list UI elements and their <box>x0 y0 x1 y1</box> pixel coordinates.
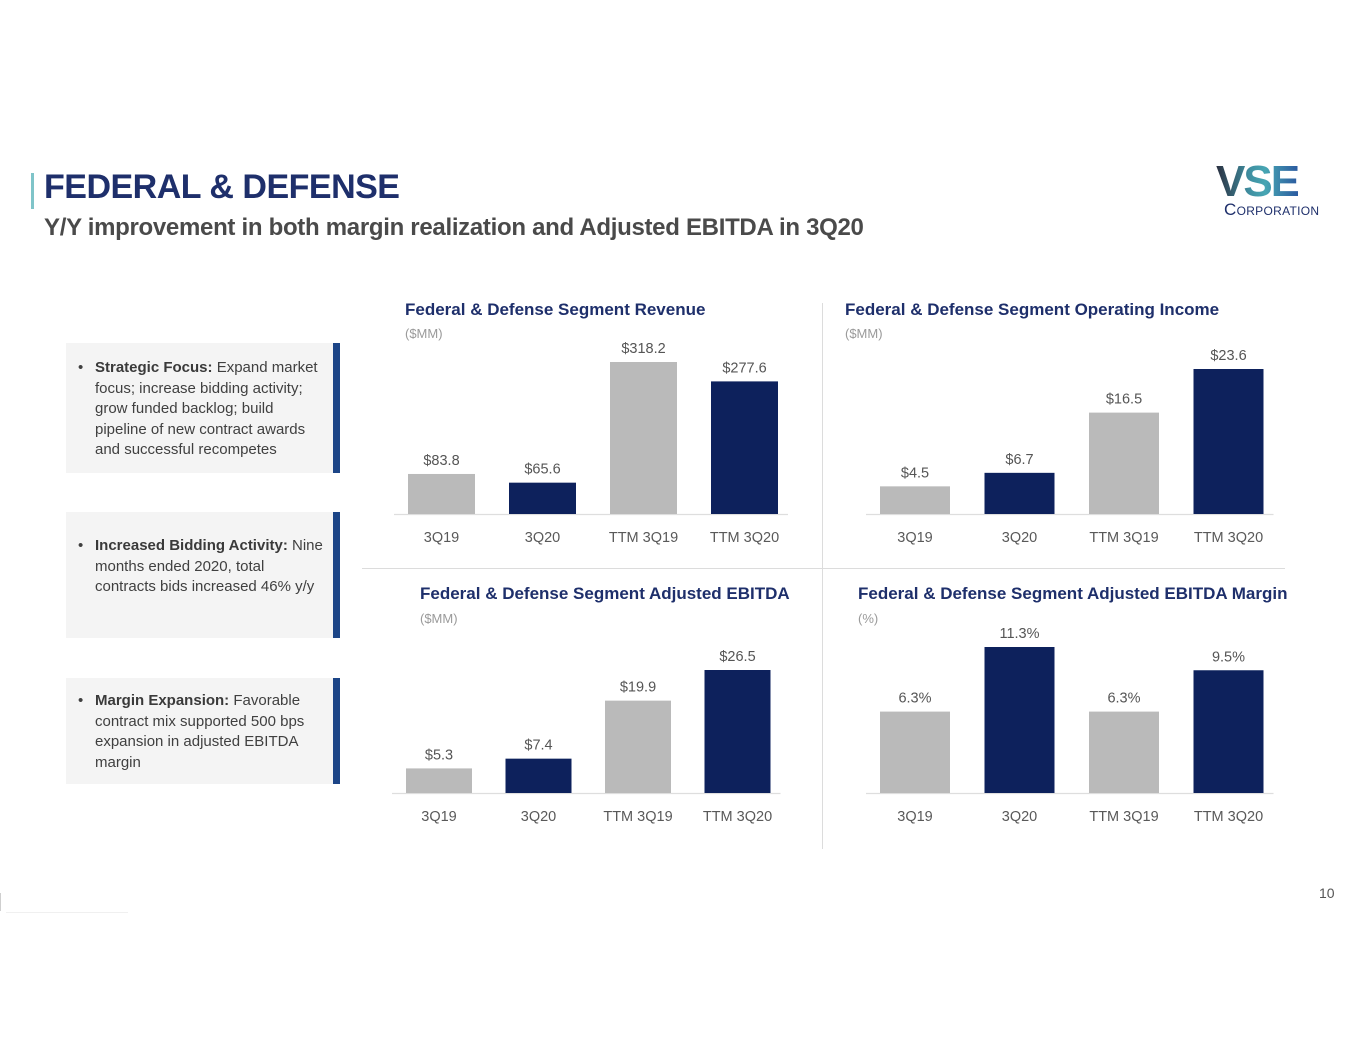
callout-edge <box>333 678 340 784</box>
tick-label-operating-income-2: TTM 3Q19 <box>1089 530 1158 546</box>
bar-adjusted-ebitda-0 <box>406 768 472 793</box>
bar-operating-income-1 <box>984 472 1055 514</box>
chart-title-adjusted-ebitda-margin: Federal & Defense Segment Adjusted EBITD… <box>858 584 1288 603</box>
callout-edge <box>333 512 340 638</box>
callout-bidding-activity: • Increased Bidding Activity: Nine month… <box>66 512 340 638</box>
callout-text: Favorable contract mix supported 500 bps… <box>95 692 305 771</box>
chart-adjusted-ebitda-margin: 6.3% 3Q19 11.3% 3Q20 6.3% TTM 3Q19 9.5% TTM 3Q2… <box>866 626 1274 825</box>
tick-label-adjusted-ebitda-2: TTM 3Q19 <box>603 809 672 825</box>
bar-adjusted-ebitda-margin-1 <box>984 647 1055 793</box>
bar-adjusted-ebitda-margin-0 <box>880 711 950 793</box>
tick-label-revenue-0: 3Q19 <box>424 530 459 546</box>
footer-mark <box>0 893 1 911</box>
page-title: FEDERAL & DEFENSE <box>44 168 400 206</box>
chart-title-revenue: Federal & Defense Segment Revenue <box>405 300 706 319</box>
bullet: • <box>78 537 84 554</box>
tick-label-revenue-3: TTM 3Q20 <box>710 530 779 546</box>
chart-divider-vertical <box>822 303 823 849</box>
callout-margin-expansion: • Margin Expansion: Favorable contract m… <box>66 678 340 784</box>
bar-revenue-0 <box>408 473 475 514</box>
data-label-operating-income-0: $4.5 <box>901 465 929 481</box>
chart-unit-revenue: ($MM) <box>405 326 443 341</box>
logo-wordmark: Corporation <box>1224 200 1320 219</box>
chart-operating-income: $4.5 3Q19 $6.7 3Q20 $16.5 TTM 3Q19 $23.6 TTM 3Q… <box>866 348 1274 546</box>
bar-adjusted-ebitda-margin-3 <box>1193 670 1264 793</box>
data-label-revenue-3: $277.6 <box>722 360 766 376</box>
page-subtitle: Y/Y improvement in both margin realizati… <box>44 214 864 241</box>
tick-label-adjusted-ebitda-1: 3Q20 <box>521 809 556 825</box>
data-label-revenue-0: $83.8 <box>423 453 459 469</box>
chart-revenue: $83.8 3Q19 $65.6 3Q20 $318.2 TTM 3Q19 $277.6 TT… <box>394 341 788 546</box>
bar-revenue-1 <box>509 482 576 514</box>
callout-label: Margin Expansion: <box>95 692 230 709</box>
bullet: • <box>78 359 84 376</box>
callout-strategic-focus: • Strategic Focus: Expand market focus; … <box>66 343 340 473</box>
data-label-adjusted-ebitda-0: $5.3 <box>425 747 453 763</box>
bar-operating-income-0 <box>880 486 950 514</box>
tick-label-operating-income-1: 3Q20 <box>1002 530 1037 546</box>
bar-revenue-2 <box>610 362 677 514</box>
chart-unit-adjusted-ebitda-margin: (%) <box>858 611 879 626</box>
chart-divider-horizontal <box>362 568 1285 569</box>
tick-label-operating-income-3: TTM 3Q20 <box>1194 530 1263 546</box>
logo-mark: VSE <box>1216 157 1300 206</box>
data-label-revenue-2: $318.2 <box>621 341 665 357</box>
chart-title-adjusted-ebitda: Federal & Defense Segment Adjusted EBITD… <box>420 584 790 603</box>
data-label-adjusted-ebitda-margin-1: 11.3% <box>999 626 1039 642</box>
tick-label-adjusted-ebitda-margin-3: TTM 3Q20 <box>1194 809 1263 825</box>
callout-label: Strategic Focus: <box>95 359 213 376</box>
tick-label-revenue-1: 3Q20 <box>525 530 560 546</box>
data-label-adjusted-ebitda-2: $19.9 <box>620 680 656 696</box>
bullet: • <box>78 692 84 709</box>
chart-unit-operating-income: ($MM) <box>845 326 883 341</box>
tick-label-adjusted-ebitda-margin-0: 3Q19 <box>897 809 932 825</box>
vse-logo: VSE Corporation <box>1214 160 1339 222</box>
tick-label-adjusted-ebitda-3: TTM 3Q20 <box>703 809 772 825</box>
tick-label-revenue-2: TTM 3Q19 <box>609 530 678 546</box>
callout-text: Expand market focus; increase bidding ac… <box>95 359 318 458</box>
callout-text: Nine months ended 2020, total contracts … <box>95 537 323 595</box>
data-label-adjusted-ebitda-margin-0: 6.3% <box>898 691 931 707</box>
footer-line <box>6 912 128 913</box>
chart-adjusted-ebitda: $5.3 3Q19 $7.4 3Q20 $19.9 TTM 3Q19 $26.5 TTM 3Q… <box>392 649 781 825</box>
bar-operating-income-3 <box>1193 369 1264 514</box>
data-label-adjusted-ebitda-3: $26.5 <box>719 649 755 665</box>
data-label-adjusted-ebitda-margin-3: 9.5% <box>1212 649 1245 665</box>
chart-unit-adjusted-ebitda: ($MM) <box>420 611 458 626</box>
callout-edge <box>333 343 340 473</box>
page-number: 10 <box>1319 885 1335 901</box>
bar-adjusted-ebitda-margin-2 <box>1089 711 1159 793</box>
callout-label: Increased Bidding Activity: <box>95 537 288 554</box>
bar-operating-income-2 <box>1089 412 1159 514</box>
data-label-adjusted-ebitda-margin-2: 6.3% <box>1107 691 1140 707</box>
tick-label-adjusted-ebitda-0: 3Q19 <box>421 809 456 825</box>
data-label-operating-income-3: $23.6 <box>1210 348 1246 364</box>
data-label-operating-income-1: $6.7 <box>1005 452 1033 468</box>
bar-adjusted-ebitda-3 <box>704 670 771 793</box>
tick-label-adjusted-ebitda-margin-2: TTM 3Q19 <box>1089 809 1158 825</box>
tick-label-operating-income-0: 3Q19 <box>897 530 932 546</box>
chart-title-operating-income: Federal & Defense Segment Operating Inco… <box>845 300 1220 319</box>
bar-revenue-3 <box>711 381 778 514</box>
bar-adjusted-ebitda-2 <box>605 700 671 793</box>
bar-adjusted-ebitda-1 <box>505 758 572 793</box>
data-label-revenue-1: $65.6 <box>524 462 560 478</box>
tick-label-adjusted-ebitda-margin-1: 3Q20 <box>1002 809 1037 825</box>
title-accent-bar <box>31 173 34 209</box>
data-label-operating-income-2: $16.5 <box>1106 392 1142 408</box>
data-label-adjusted-ebitda-1: $7.4 <box>524 738 552 754</box>
